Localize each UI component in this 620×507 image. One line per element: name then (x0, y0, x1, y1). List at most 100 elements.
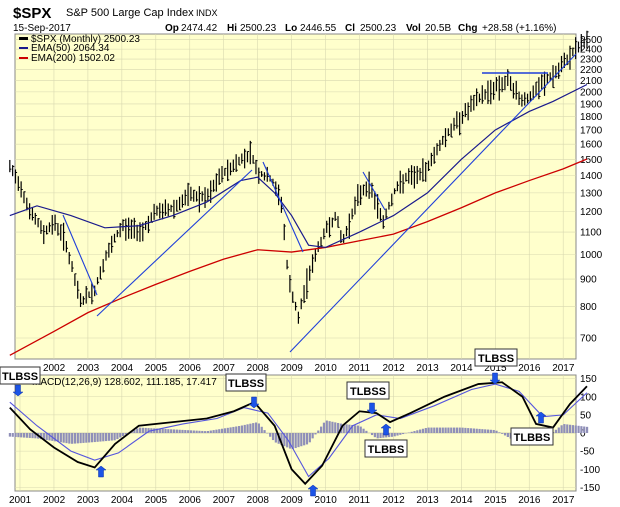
macd-y-tick: 150 (580, 374, 597, 385)
price-y-tick: 700 (580, 333, 597, 344)
macd-histogram-bar (71, 433, 74, 444)
macd-histogram-bar (492, 429, 495, 433)
macd-histogram-bar (325, 420, 328, 433)
macd-histogram-bar (76, 433, 79, 444)
callout-box (0, 366, 41, 385)
price-y-tick: 2200 (580, 65, 603, 76)
price-x-tick: 2005 (145, 363, 168, 374)
macd-histogram-bar (88, 433, 91, 443)
price-x-tick: 2003 (77, 363, 100, 374)
macd-histogram-bar (450, 427, 453, 433)
price-x-tick: 2010 (315, 363, 338, 374)
price-y-tick: 1400 (580, 171, 603, 182)
macd-histogram-bar (331, 421, 334, 433)
macd-histogram-bar (45, 433, 48, 440)
macd-histogram-bar (138, 427, 142, 433)
macd-histogram-bar (580, 426, 583, 433)
macd-histogram-bar (124, 433, 128, 435)
high-value: 2500.23 (240, 23, 277, 34)
date-label: 15-Sep-2017 (13, 23, 71, 34)
macd-histogram-bar (164, 428, 167, 433)
macd-histogram-bar (198, 430, 201, 433)
macd-histogram-bar (48, 433, 51, 441)
macd-signal-line (9, 383, 588, 478)
legend-price: $SPX (Monthly) 2500.23 (31, 34, 140, 45)
macd-histogram-bar (184, 430, 187, 433)
macd-x-tick: 2014 (450, 495, 473, 506)
close-value: 2500.23 (360, 23, 397, 34)
price-x-tick: 2017 (552, 363, 575, 374)
price-x-tick: 2008 (247, 363, 270, 374)
macd-histogram-bar (167, 429, 170, 433)
macd-histogram-bar (113, 433, 116, 441)
macd-histogram-bar (356, 425, 360, 433)
price-x-tick: 2015 (484, 363, 507, 374)
macd-histogram-bar (305, 433, 309, 445)
macd-x-tick: 2016 (518, 495, 541, 506)
macd-grid (15, 375, 576, 491)
macd-x-tick: 2005 (145, 495, 168, 506)
legend-ema50: EMA(50) 2064.34 (31, 43, 110, 54)
price-y-tick: 1600 (580, 140, 603, 151)
macd-histogram-bar (351, 424, 354, 433)
macd-histogram-bar (419, 429, 422, 433)
macd-histogram-bar (300, 433, 303, 447)
macd-histogram-bar (209, 430, 212, 433)
macd-histogram-bar (56, 433, 60, 442)
macd-histogram-bar (175, 429, 178, 433)
trendline-2009-2017-up (289, 53, 577, 353)
price-y-tick: 800 (580, 302, 597, 313)
price-y-tick: 1500 (580, 155, 603, 166)
low-value: 2446.55 (300, 23, 337, 34)
macd-histogram-bar (17, 433, 20, 438)
macd-histogram-bar (218, 429, 221, 433)
price-y-tick: 2400 (580, 45, 603, 56)
symbol-label: $SPX (13, 5, 51, 22)
macd-histogram-bar (102, 433, 105, 442)
macd-x-tick: 2002 (43, 495, 66, 506)
macd-histogram-bar (119, 433, 122, 438)
macd-histogram-bar (585, 426, 589, 433)
macd-x-tick: 2004 (111, 495, 134, 506)
macd-legend: MACD(12,26,9) 128.602, 111.185, 17.417 (32, 377, 217, 388)
macd-histogram-bar (187, 430, 190, 433)
volume-value: 20.5B (425, 23, 451, 34)
ema50-line (9, 83, 588, 249)
macd-x-tick: 2010 (315, 495, 338, 506)
macd-histogram-bar (288, 433, 292, 449)
macd-x-tick: 2013 (416, 495, 439, 506)
price-y-tick: 900 (580, 275, 597, 286)
macd-histogram-bar (458, 427, 461, 433)
price-y-tick: 2300 (580, 55, 603, 66)
macd-histogram-bar (107, 433, 111, 441)
macd-histogram-bar (441, 427, 444, 433)
callout-box (510, 427, 554, 446)
callout-label-tlbss: TLBSS (228, 378, 264, 390)
macd-histogram-bar (308, 433, 311, 443)
macd-x-tick: 2003 (77, 495, 100, 506)
signal-arrow-icon (366, 402, 378, 415)
macd-histogram-bar (495, 430, 498, 433)
price-x-tick: 2012 (382, 363, 405, 374)
macd-histogram-bar (79, 433, 82, 444)
macd-y-tick: 0 (580, 429, 586, 440)
macd-x-tick: 2012 (382, 495, 405, 506)
callout-label-tlbbs: TLBBS (514, 432, 551, 444)
macd-histogram-bar (204, 431, 207, 433)
macd-histogram-bar (353, 425, 357, 433)
macd-histogram-bar (387, 433, 391, 438)
trendline-2011-down (362, 171, 386, 211)
macd-x-tick: 2006 (179, 495, 202, 506)
macd-histogram-bar (280, 433, 283, 445)
ema200-line (9, 158, 588, 356)
macd-histogram-bar (342, 424, 345, 433)
macd-x-tick: 2009 (281, 495, 304, 506)
macd-histogram-bar (557, 427, 560, 433)
macd-histogram-bar (503, 433, 507, 436)
macd-histogram-bar (427, 427, 430, 433)
macd-histogram-bar (254, 422, 258, 433)
macd-histogram-bar (303, 433, 306, 446)
macd-histogram-bar (399, 433, 402, 435)
macd-histogram-bar (560, 425, 563, 433)
price-x-tick: 2014 (450, 363, 473, 374)
